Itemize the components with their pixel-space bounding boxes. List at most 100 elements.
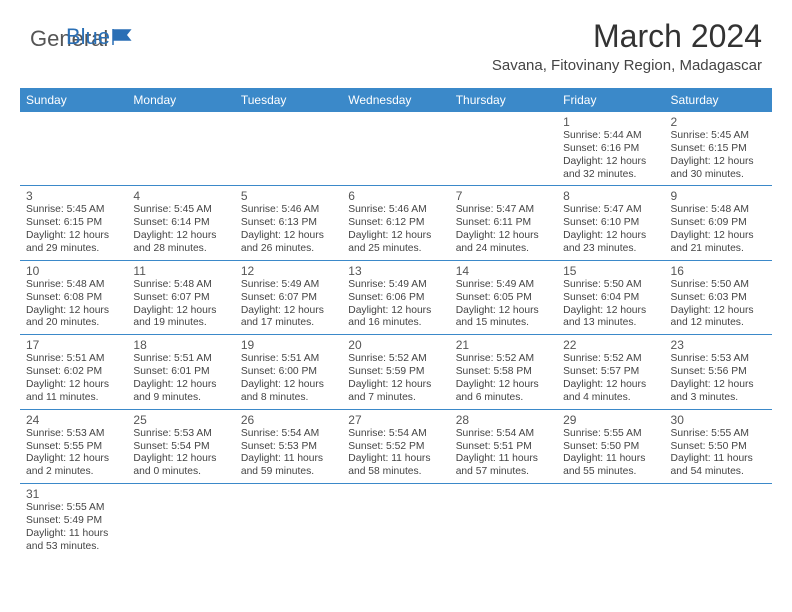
calendar-cell: 26Sunrise: 5:54 AMSunset: 5:53 PMDayligh…	[235, 409, 342, 483]
title-block: March 2024 Savana, Fitovinany Region, Ma…	[492, 18, 762, 74]
day-number: 2	[671, 115, 766, 129]
day-number: 11	[133, 264, 228, 278]
calendar-cell: 31Sunrise: 5:55 AMSunset: 5:49 PMDayligh…	[20, 484, 127, 558]
calendar-cell: 4Sunrise: 5:45 AMSunset: 6:14 PMDaylight…	[127, 186, 234, 260]
sunrise-text: Sunrise: 5:51 AM	[26, 353, 121, 366]
calendar-table: Sunday Monday Tuesday Wednesday Thursday…	[20, 88, 772, 558]
sunset-text: Sunset: 6:08 PM	[26, 292, 121, 305]
daylight-text: and 16 minutes.	[348, 317, 443, 330]
sunrise-text: Sunrise: 5:49 AM	[348, 279, 443, 292]
daylight-text: Daylight: 12 hours	[456, 305, 551, 318]
daylight-text: Daylight: 11 hours	[348, 453, 443, 466]
calendar-row: 24Sunrise: 5:53 AMSunset: 5:55 PMDayligh…	[20, 409, 772, 483]
day-number: 10	[26, 264, 121, 278]
daylight-text: Daylight: 12 hours	[348, 230, 443, 243]
calendar-cell	[342, 112, 449, 186]
sunset-text: Sunset: 5:55 PM	[26, 441, 121, 454]
daylight-text: and 19 minutes.	[133, 317, 228, 330]
brand-blue-wrap: Blue	[30, 48, 74, 74]
daylight-text: and 26 minutes.	[241, 243, 336, 256]
sunset-text: Sunset: 5:50 PM	[563, 441, 658, 454]
daylight-text: Daylight: 12 hours	[133, 379, 228, 392]
daylight-text: Daylight: 12 hours	[133, 230, 228, 243]
daylight-text: Daylight: 12 hours	[671, 230, 766, 243]
col-wednesday: Wednesday	[342, 88, 449, 112]
sunrise-text: Sunrise: 5:49 AM	[241, 279, 336, 292]
sunset-text: Sunset: 5:57 PM	[563, 366, 658, 379]
daylight-text: and 0 minutes.	[133, 466, 228, 479]
day-number: 26	[241, 413, 336, 427]
sunrise-text: Sunrise: 5:51 AM	[241, 353, 336, 366]
day-number: 27	[348, 413, 443, 427]
day-number: 25	[133, 413, 228, 427]
sunrise-text: Sunrise: 5:47 AM	[456, 204, 551, 217]
calendar-cell	[665, 484, 772, 558]
sunset-text: Sunset: 5:51 PM	[456, 441, 551, 454]
daylight-text: Daylight: 12 hours	[671, 379, 766, 392]
sunset-text: Sunset: 5:53 PM	[241, 441, 336, 454]
sunset-text: Sunset: 6:02 PM	[26, 366, 121, 379]
day-number: 23	[671, 338, 766, 352]
daylight-text: and 58 minutes.	[348, 466, 443, 479]
sunrise-text: Sunrise: 5:48 AM	[671, 204, 766, 217]
daylight-text: and 6 minutes.	[456, 392, 551, 405]
sunset-text: Sunset: 6:04 PM	[563, 292, 658, 305]
day-number: 15	[563, 264, 658, 278]
day-number: 28	[456, 413, 551, 427]
calendar-cell: 8Sunrise: 5:47 AMSunset: 6:10 PMDaylight…	[557, 186, 664, 260]
daylight-text: and 30 minutes.	[671, 169, 766, 182]
sunrise-text: Sunrise: 5:54 AM	[456, 428, 551, 441]
daylight-text: and 11 minutes.	[26, 392, 121, 405]
sunset-text: Sunset: 5:50 PM	[671, 441, 766, 454]
sunset-text: Sunset: 5:52 PM	[348, 441, 443, 454]
location-subtitle: Savana, Fitovinany Region, Madagascar	[492, 57, 762, 74]
calendar-cell	[450, 112, 557, 186]
day-number: 13	[348, 264, 443, 278]
day-number: 21	[456, 338, 551, 352]
daylight-text: and 3 minutes.	[671, 392, 766, 405]
daylight-text: Daylight: 12 hours	[133, 305, 228, 318]
sunrise-text: Sunrise: 5:52 AM	[348, 353, 443, 366]
daylight-text: and 59 minutes.	[241, 466, 336, 479]
daylight-text: and 32 minutes.	[563, 169, 658, 182]
calendar-cell: 2Sunrise: 5:45 AMSunset: 6:15 PMDaylight…	[665, 112, 772, 186]
day-number: 30	[671, 413, 766, 427]
daylight-text: Daylight: 12 hours	[26, 453, 121, 466]
daylight-text: and 7 minutes.	[348, 392, 443, 405]
day-number: 19	[241, 338, 336, 352]
daylight-text: Daylight: 12 hours	[241, 379, 336, 392]
sunset-text: Sunset: 5:56 PM	[671, 366, 766, 379]
calendar-cell: 12Sunrise: 5:49 AMSunset: 6:07 PMDayligh…	[235, 260, 342, 334]
calendar-row: 1Sunrise: 5:44 AMSunset: 6:16 PMDaylight…	[20, 112, 772, 186]
calendar-row: 10Sunrise: 5:48 AMSunset: 6:08 PMDayligh…	[20, 260, 772, 334]
calendar-cell: 13Sunrise: 5:49 AMSunset: 6:06 PMDayligh…	[342, 260, 449, 334]
daylight-text: and 15 minutes.	[456, 317, 551, 330]
sunset-text: Sunset: 6:14 PM	[133, 217, 228, 230]
sunrise-text: Sunrise: 5:45 AM	[26, 204, 121, 217]
sunrise-text: Sunrise: 5:44 AM	[563, 130, 658, 143]
daylight-text: Daylight: 11 hours	[563, 453, 658, 466]
sunset-text: Sunset: 6:09 PM	[671, 217, 766, 230]
calendar-body: 1Sunrise: 5:44 AMSunset: 6:16 PMDaylight…	[20, 112, 772, 558]
day-number: 4	[133, 189, 228, 203]
sunset-text: Sunset: 6:15 PM	[671, 143, 766, 156]
daylight-text: and 25 minutes.	[348, 243, 443, 256]
calendar-cell: 6Sunrise: 5:46 AMSunset: 6:12 PMDaylight…	[342, 186, 449, 260]
daylight-text: and 55 minutes.	[563, 466, 658, 479]
calendar-cell: 9Sunrise: 5:48 AMSunset: 6:09 PMDaylight…	[665, 186, 772, 260]
daylight-text: Daylight: 12 hours	[456, 230, 551, 243]
sunrise-text: Sunrise: 5:50 AM	[563, 279, 658, 292]
sunrise-text: Sunrise: 5:45 AM	[133, 204, 228, 217]
day-number: 17	[26, 338, 121, 352]
calendar-cell: 18Sunrise: 5:51 AMSunset: 6:01 PMDayligh…	[127, 335, 234, 409]
sunrise-text: Sunrise: 5:52 AM	[563, 353, 658, 366]
sunrise-text: Sunrise: 5:46 AM	[348, 204, 443, 217]
col-friday: Friday	[557, 88, 664, 112]
col-thursday: Thursday	[450, 88, 557, 112]
sunrise-text: Sunrise: 5:55 AM	[563, 428, 658, 441]
daylight-text: Daylight: 12 hours	[456, 379, 551, 392]
daylight-text: Daylight: 12 hours	[671, 156, 766, 169]
calendar-cell: 29Sunrise: 5:55 AMSunset: 5:50 PMDayligh…	[557, 409, 664, 483]
sunset-text: Sunset: 6:10 PM	[563, 217, 658, 230]
sunrise-text: Sunrise: 5:45 AM	[671, 130, 766, 143]
